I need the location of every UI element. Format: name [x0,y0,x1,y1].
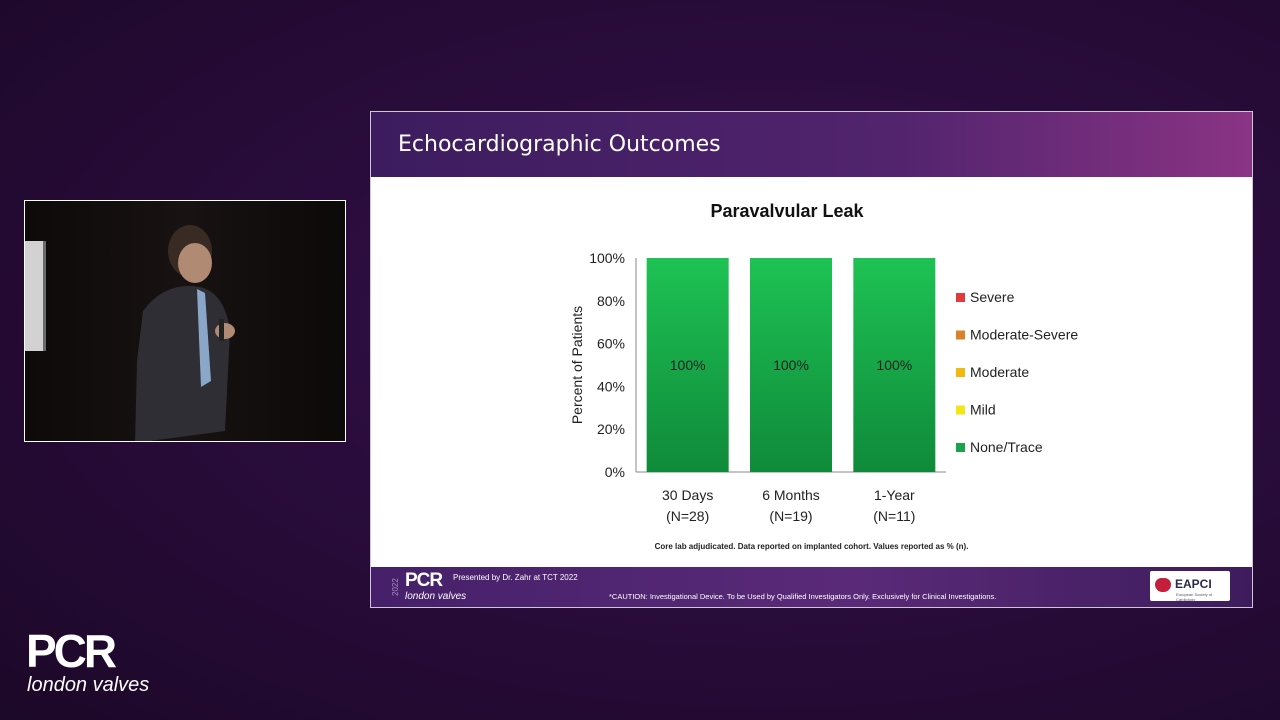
eapci-logo-text: EAPCI [1175,577,1212,591]
x-tick-sublabel: (N=28) [666,508,709,524]
legend-label-moderate-severe: Moderate-Severe [970,327,1078,343]
x-tick-sublabel: (N=11) [873,508,915,524]
speaker-video [24,200,346,442]
legend-swatch-none-trace [956,443,965,452]
y-tick-label: 20% [597,421,625,437]
slide: Echocardiographic Outcomes Paravalvular … [370,111,1253,608]
legend-label-severe: Severe [970,289,1015,305]
x-tick-sublabel: (N=19) [769,508,812,524]
slide-footer: 2022 PCR london valves Presented by Dr. … [371,567,1252,607]
legend-swatch-severe [956,293,965,302]
heart-icon [1155,578,1171,592]
footer-year: 2022 [391,578,400,596]
pcr-brand-logo: PCR [26,625,117,677]
chart-title: Paravalvular Leak [710,201,864,221]
footer-pcr-logo-sub: london valves [405,591,467,602]
bar-data-label: 100% [773,357,809,373]
y-tick-label: 100% [589,250,625,266]
y-tick-label: 80% [597,293,625,309]
bar-data-label: 100% [876,357,912,373]
x-tick-label: 1-Year [874,487,915,503]
legend-swatch-moderate [956,368,965,377]
eapci-logo: EAPCI European Society of Cardiology [1150,571,1230,602]
legend-label-moderate: Moderate [970,364,1029,380]
x-tick-label: 30 Days [662,487,713,503]
eapci-logo-sub: European Society of Cardiology [1176,592,1213,602]
legend-swatch-moderate-severe [956,330,965,340]
footer-presented-by: Presented by Dr. Zahr at TCT 2022 [453,573,578,582]
y-tick-label: 0% [605,464,625,480]
y-tick-label: 40% [597,378,625,394]
pcr-brand-subtitle: london valves [27,674,150,696]
y-axis-label: Percent of Patients [569,306,585,424]
legend-swatch-mild [956,405,965,415]
x-tick-label: 6 Months [762,487,820,503]
footer-pcr-logo: PCR [405,570,443,591]
legend-label-none-trace: None/Trace [970,439,1043,455]
bar-none-trace [646,258,729,472]
footer-caution: *CAUTION: Investigational Device. To be … [609,592,997,601]
slide-title: Echocardiographic Outcomes [398,132,721,157]
bar-none-trace [750,258,832,472]
y-tick-label: 60% [597,336,625,352]
slide-header: Echocardiographic Outcomes [371,112,1252,177]
speaker-video-frame [25,225,235,441]
footnote: Core lab adjudicated. Data reported on i… [654,542,969,551]
legend-label-mild: Mild [970,402,996,418]
bar-none-trace [853,258,936,472]
bar-data-label: 100% [670,357,706,373]
paravalvular-leak-chart: Paravalvular Leak Percent of Patients 0% 20… [569,201,1078,524]
